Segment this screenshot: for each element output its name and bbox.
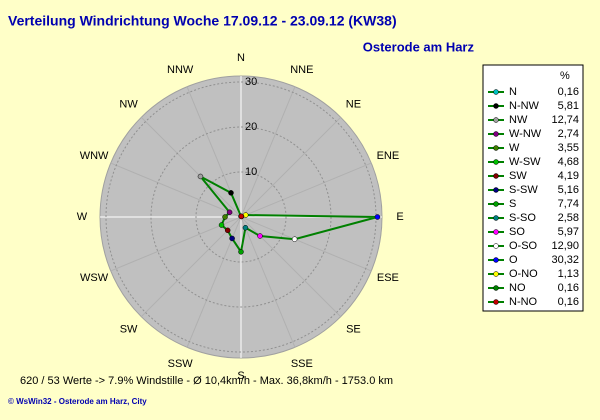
spoke [140, 116, 242, 218]
legend-value: 3,55 [558, 142, 579, 154]
angle-label: SE [346, 323, 361, 335]
legend-marker [493, 285, 499, 291]
legend-value: 1,13 [558, 268, 579, 280]
wind-point [374, 214, 381, 220]
legend-label: W [509, 142, 520, 154]
legend-value: 12,90 [551, 240, 579, 252]
wind-point [238, 213, 245, 220]
legend-value: 0,16 [558, 296, 579, 308]
legend-value: 5,81 [558, 100, 579, 112]
legend-marker [493, 159, 499, 165]
legend-value: 4,68 [558, 156, 579, 168]
angle-label: N [237, 52, 245, 64]
legend-label: S [509, 198, 516, 210]
legend-label: O-NO [509, 268, 538, 280]
credit: © WsWin32 - Osterode am Harz, City [8, 397, 147, 406]
spoke [140, 216, 242, 318]
angle-label: NW [119, 98, 138, 110]
legend-marker [493, 117, 499, 123]
legend-value: 7,74 [558, 198, 579, 210]
legend-marker [493, 299, 499, 305]
legend-label: N [509, 86, 517, 98]
angle-label: NE [346, 98, 361, 110]
legend-marker [493, 243, 499, 249]
angle-label: SW [120, 323, 138, 335]
angle-label: NNE [290, 64, 313, 76]
r-tick-label: 30 [245, 76, 257, 88]
legend-marker [493, 89, 499, 95]
spoke [240, 116, 342, 218]
legend-marker [493, 257, 499, 263]
legend-marker [493, 103, 499, 109]
legend-value: 12,74 [551, 114, 579, 126]
legend-label: O-SO [509, 240, 538, 252]
angle-label: SSW [168, 358, 194, 370]
legend-label: NO [509, 282, 526, 294]
legend-value: 2,58 [558, 212, 579, 224]
wind-point [257, 233, 263, 239]
legend-label: SO [509, 226, 525, 238]
legend-label: N-NO [509, 296, 538, 308]
legend-value: 2,74 [558, 128, 579, 140]
legend-marker [493, 131, 499, 137]
wind-point [229, 235, 235, 242]
spoke [240, 162, 372, 218]
wind-point [218, 222, 225, 228]
legend-label: O [509, 254, 518, 266]
angle-label: WSW [80, 272, 109, 284]
spoke [240, 216, 296, 348]
legend-label: W-SW [509, 156, 541, 168]
wind-point [228, 190, 234, 196]
legend-marker [493, 173, 499, 179]
grid-ring [195, 171, 287, 263]
chart-subtitle: Osterode am Harz [363, 39, 475, 54]
legend-marker [493, 201, 499, 207]
legend-value: 4,19 [558, 170, 579, 182]
wind-point [224, 227, 231, 234]
legend-label: S-SW [509, 184, 538, 196]
wind-point [226, 209, 233, 216]
footer: 620 / 53 Werte -> 7.9% Windstille - Ø 10… [20, 375, 393, 387]
legend-label: W-NW [509, 128, 542, 140]
spoke [240, 216, 372, 272]
r-tick-label: 10 [245, 166, 257, 178]
wind-point [238, 249, 244, 255]
legend-value: 5,97 [558, 226, 579, 238]
angle-label: WNW [80, 150, 109, 162]
legend-label: SW [509, 170, 527, 182]
legend-header: % [560, 70, 570, 82]
legend-marker [493, 271, 499, 277]
wind-point [222, 214, 228, 220]
legend-value: 5,16 [558, 184, 579, 196]
angle-label: ENE [377, 150, 400, 162]
legend-value: 30,32 [551, 254, 579, 266]
wind-point [242, 224, 249, 231]
wind-point [197, 173, 204, 180]
angle-label: NNW [167, 64, 194, 76]
angle-label: W [77, 211, 88, 223]
legend-value: 0,16 [558, 86, 579, 98]
angle-label: SSE [291, 358, 313, 370]
legend-marker [493, 145, 499, 151]
angle-label: ESE [377, 272, 399, 284]
legend-value: 0,16 [558, 282, 579, 294]
wind-point [291, 236, 298, 242]
chart-title: Verteilung Windrichtung Woche 17.09.12 -… [8, 13, 397, 29]
legend-label: NW [509, 114, 528, 126]
angle-label: S [237, 370, 244, 382]
spoke [240, 86, 296, 218]
angle-label: E [396, 211, 403, 223]
legend-label: N-NW [509, 100, 540, 112]
spoke [110, 162, 242, 218]
legend-marker [493, 215, 499, 221]
legend-marker [493, 187, 499, 193]
legend-label: S-SO [509, 212, 536, 224]
r-tick-label: 20 [245, 121, 257, 133]
legend-marker [493, 229, 499, 235]
